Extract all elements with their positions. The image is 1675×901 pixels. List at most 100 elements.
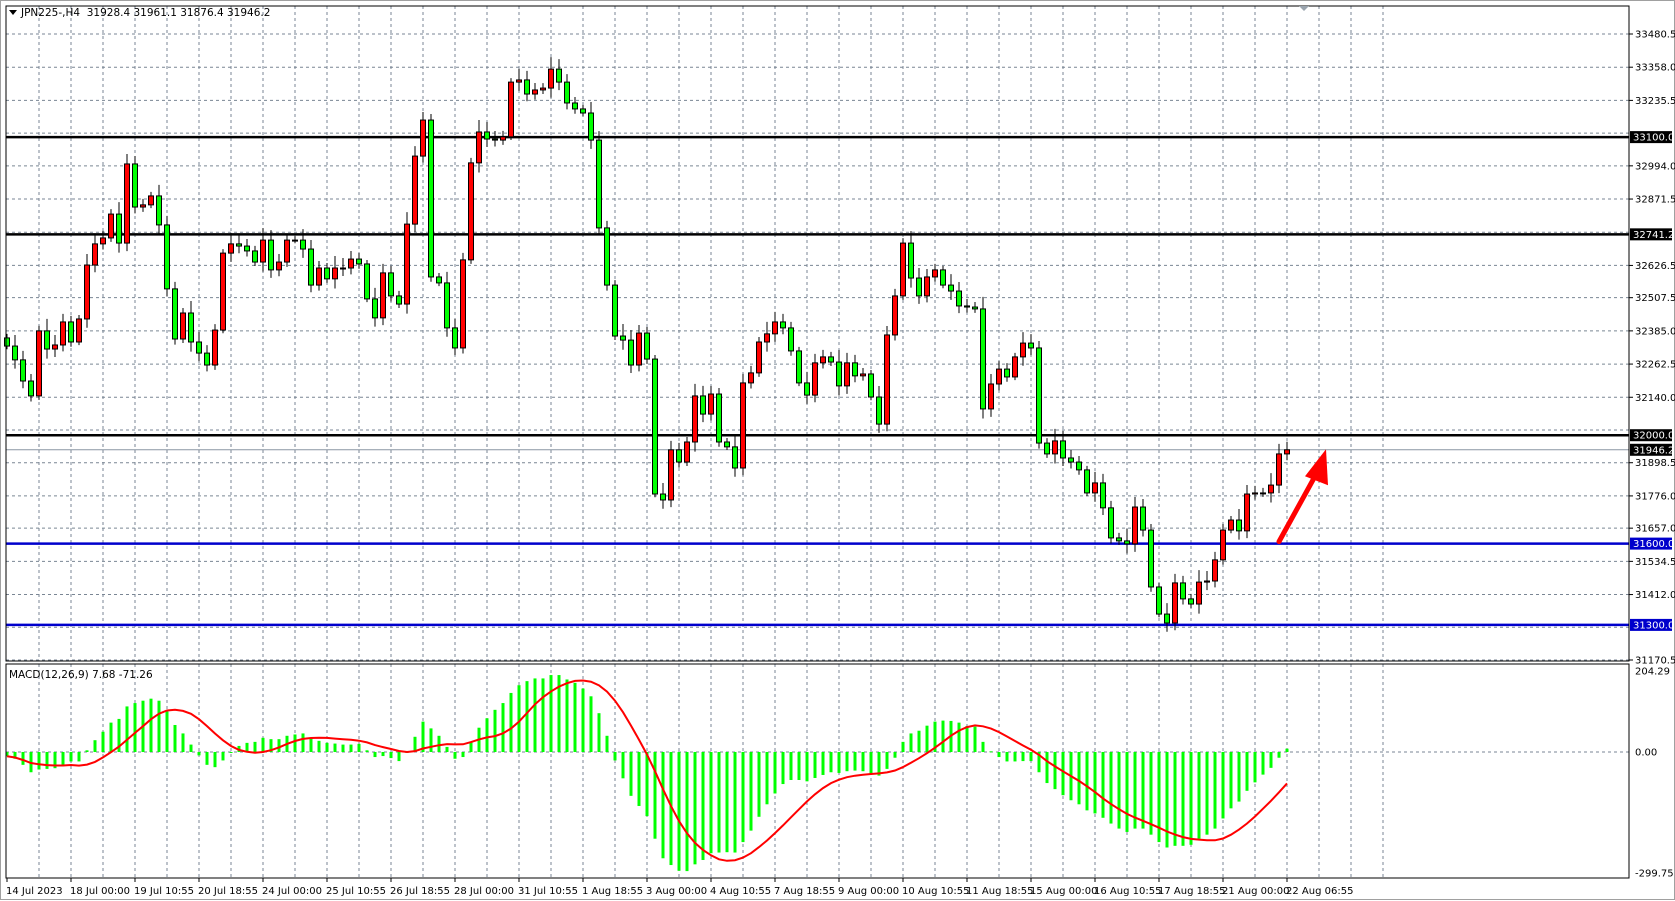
date-tick-label: 11 Aug 18:55 (966, 886, 1033, 897)
macd-histogram-bar (1221, 752, 1225, 819)
candle-bullish (708, 393, 714, 415)
candle-bullish (52, 344, 58, 350)
macd-histogram-bar (629, 752, 633, 796)
candle-bearish (724, 441, 730, 448)
candle-bearish (716, 393, 722, 443)
candle-bearish (876, 396, 882, 425)
candle-bullish (764, 333, 770, 343)
candle-bearish (1100, 482, 1106, 509)
macd-histogram-bar (269, 739, 273, 752)
price-tag (1630, 228, 1672, 241)
candle-bullish (76, 318, 82, 343)
candle-bearish (1108, 507, 1114, 539)
candle-bullish (756, 341, 762, 374)
candle-bullish (900, 242, 906, 297)
candle-bearish (956, 290, 962, 307)
macd-histogram-bar (1053, 752, 1057, 790)
date-tick-label: 25 Jul 10:55 (326, 886, 386, 897)
date-tick-label: 31 Jul 10:55 (518, 886, 578, 897)
candle-bullish (812, 362, 818, 396)
date-tick-label: 17 Aug 18:55 (1158, 886, 1225, 897)
macd-histogram-bar (813, 752, 817, 778)
candle-bearish (428, 119, 434, 278)
candle-bearish (252, 250, 258, 263)
macd-histogram-bar (1189, 752, 1193, 845)
price-tick-label: 31776.0 (1635, 491, 1675, 502)
candle-bullish (180, 312, 186, 340)
macd-histogram-bar (837, 752, 841, 773)
candle-bullish (412, 155, 418, 225)
macd-histogram-bar (725, 752, 729, 853)
macd-histogram-bar (13, 752, 17, 759)
macd-histogram-bar (557, 675, 561, 752)
macd-pane (5, 675, 1629, 872)
macd-histogram-bar (797, 752, 801, 780)
candle-bearish (1036, 347, 1042, 444)
macd-histogram-bar (1157, 752, 1161, 843)
candle-bearish (796, 350, 802, 384)
macd-histogram-bar (157, 700, 161, 752)
macd-histogram-bar (1077, 752, 1081, 805)
macd-histogram-bar (781, 752, 785, 785)
date-tick-label: 28 Jul 00:00 (454, 886, 514, 897)
macd-histogram-bar (421, 721, 425, 752)
candle-bullish (636, 332, 642, 366)
candle-bearish (916, 277, 922, 297)
candle-bearish (28, 380, 34, 397)
candle-bullish (124, 163, 130, 244)
price-tag-label: 31600.0 (1633, 539, 1674, 550)
macd-histogram-bar (869, 752, 873, 774)
candle-bearish (116, 213, 122, 244)
macd-histogram-bar (341, 744, 345, 752)
macd-histogram-bar (1141, 752, 1145, 829)
macd-histogram-bar (525, 681, 529, 752)
date-tick-label: 4 Aug 10:55 (710, 886, 771, 897)
macd-histogram-bar (1013, 752, 1017, 762)
candle-bullish (108, 213, 114, 239)
candle-bearish (652, 358, 658, 495)
date-tick-label: 14 Jul 2023 (6, 886, 63, 897)
macd-histogram-bar (277, 739, 281, 752)
macd-histogram-bar (829, 752, 833, 773)
candle-bullish (84, 264, 90, 320)
candle-bullish (516, 79, 522, 83)
candle-bearish (1028, 342, 1034, 349)
candle-bullish (884, 334, 890, 425)
macd-histogram-bar (413, 736, 417, 752)
macd-histogram-bar (245, 742, 249, 752)
candle-bullish (404, 223, 410, 305)
macd-histogram-bar (437, 735, 441, 752)
macd-histogram-bar (93, 740, 97, 752)
macd-histogram-bar (189, 744, 193, 752)
macd-histogram-bar (597, 713, 601, 752)
candle-bearish (604, 227, 610, 286)
macd-histogram-bar (989, 751, 993, 753)
candle-bearish (1084, 469, 1090, 494)
macd-histogram-bar (613, 752, 617, 761)
candle-bearish (1068, 457, 1074, 463)
candle-bearish (300, 239, 306, 250)
macd-label: MACD(12,26,9) 7.68 -71.26 (9, 669, 153, 681)
candle-bullish (316, 267, 322, 286)
candle-bearish (1156, 586, 1162, 615)
macd-histogram-bar (965, 726, 969, 752)
annotation-arrow[interactable] (1276, 449, 1328, 545)
macd-histogram-bar (181, 733, 185, 752)
candle-bullish (996, 368, 1002, 385)
date-tick-label: 21 Aug 00:00 (1222, 886, 1289, 897)
dropdown-triangle-icon[interactable] (9, 10, 17, 15)
macd-histogram-bar (661, 752, 665, 859)
candle-bearish (132, 163, 138, 208)
macd-histogram-bar (125, 706, 129, 752)
macd-histogram-bar (349, 744, 353, 752)
macd-histogram-bar (461, 752, 465, 758)
macd-histogram-bar (357, 743, 361, 752)
candle-bullish (1268, 484, 1274, 494)
macd-histogram-bar (573, 682, 577, 752)
candle-bullish (1092, 482, 1098, 494)
price-tick-label: 32994.0 (1635, 161, 1675, 172)
macd-histogram-bar (61, 752, 65, 765)
candle-bearish (244, 245, 250, 252)
